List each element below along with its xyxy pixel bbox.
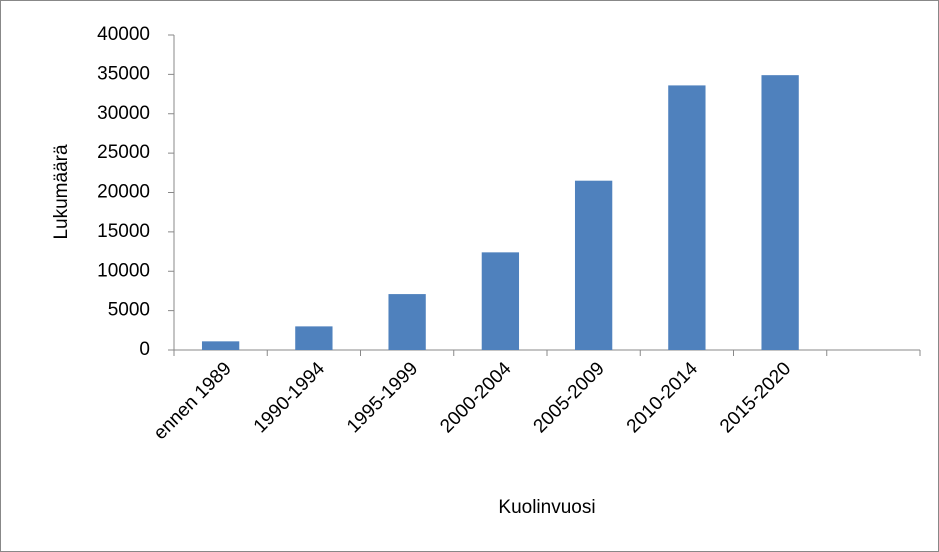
y-tick-label: 20000 — [97, 182, 150, 203]
y-axis-title: Lukumäärä — [51, 144, 72, 239]
bar — [481, 252, 520, 350]
x-axis-title: Kuolinvuosi — [498, 497, 595, 518]
y-tick-label: 30000 — [97, 103, 150, 124]
bar — [574, 180, 613, 350]
y-tick-label: 10000 — [97, 260, 150, 281]
y-tick-label: 5000 — [108, 300, 150, 321]
bar — [668, 85, 706, 351]
bar — [295, 326, 333, 350]
y-tick-label: 0 — [139, 339, 150, 360]
bar — [388, 294, 426, 350]
y-tick-label: 25000 — [97, 142, 150, 163]
bar — [201, 341, 240, 350]
bar — [761, 75, 799, 350]
y-tick-label: 15000 — [97, 221, 150, 242]
y-tick-label: 35000 — [97, 63, 150, 84]
y-tick-label: 40000 — [97, 24, 150, 45]
